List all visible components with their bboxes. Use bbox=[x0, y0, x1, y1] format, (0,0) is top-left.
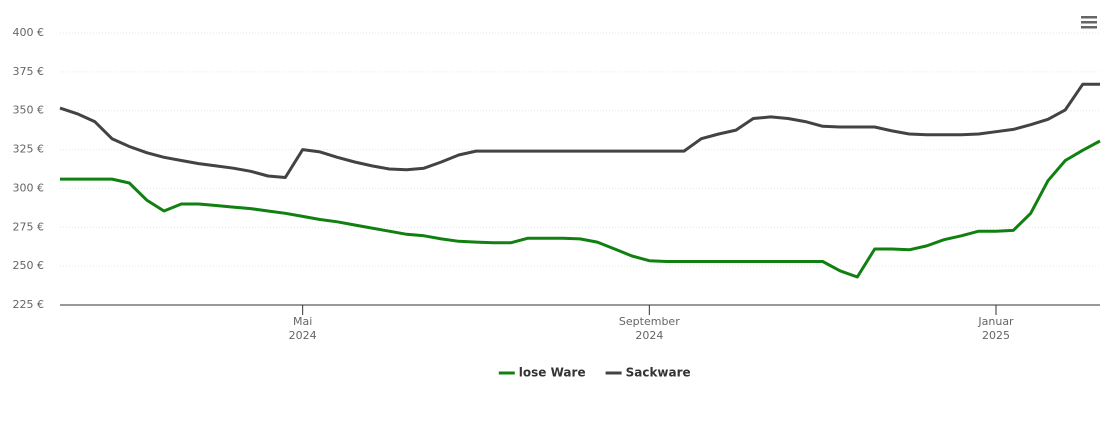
menu-button[interactable] bbox=[1080, 14, 1098, 30]
x-tick-label: 2024 bbox=[289, 329, 317, 342]
y-tick-label: 350 € bbox=[13, 104, 45, 117]
y-tick-label: 225 € bbox=[13, 298, 45, 311]
y-tick-label: 400 € bbox=[13, 26, 45, 39]
x-tick-label: September bbox=[619, 315, 680, 328]
legend-label: Sackware bbox=[626, 366, 691, 380]
legend: lose Ware Sackware bbox=[498, 366, 691, 380]
menu-bar bbox=[1081, 16, 1097, 19]
y-tick-label: 375 € bbox=[13, 65, 45, 78]
y-tick-label: 250 € bbox=[13, 259, 45, 272]
menu-bar bbox=[1081, 26, 1097, 29]
x-tick-label: 2024 bbox=[635, 329, 663, 342]
series-line bbox=[60, 139, 1101, 279]
series-line bbox=[59, 82, 1100, 179]
x-tick-label: 2025 bbox=[982, 329, 1010, 342]
x-tick-label: Mai bbox=[293, 315, 312, 328]
menu-bar bbox=[1081, 21, 1097, 24]
y-tick-label: 275 € bbox=[13, 220, 45, 233]
y-tick-label: 300 € bbox=[13, 181, 45, 194]
x-tick-label: Januar bbox=[977, 315, 1014, 328]
legend-label: lose Ware bbox=[519, 366, 586, 380]
y-tick-label: 325 € bbox=[13, 143, 45, 156]
